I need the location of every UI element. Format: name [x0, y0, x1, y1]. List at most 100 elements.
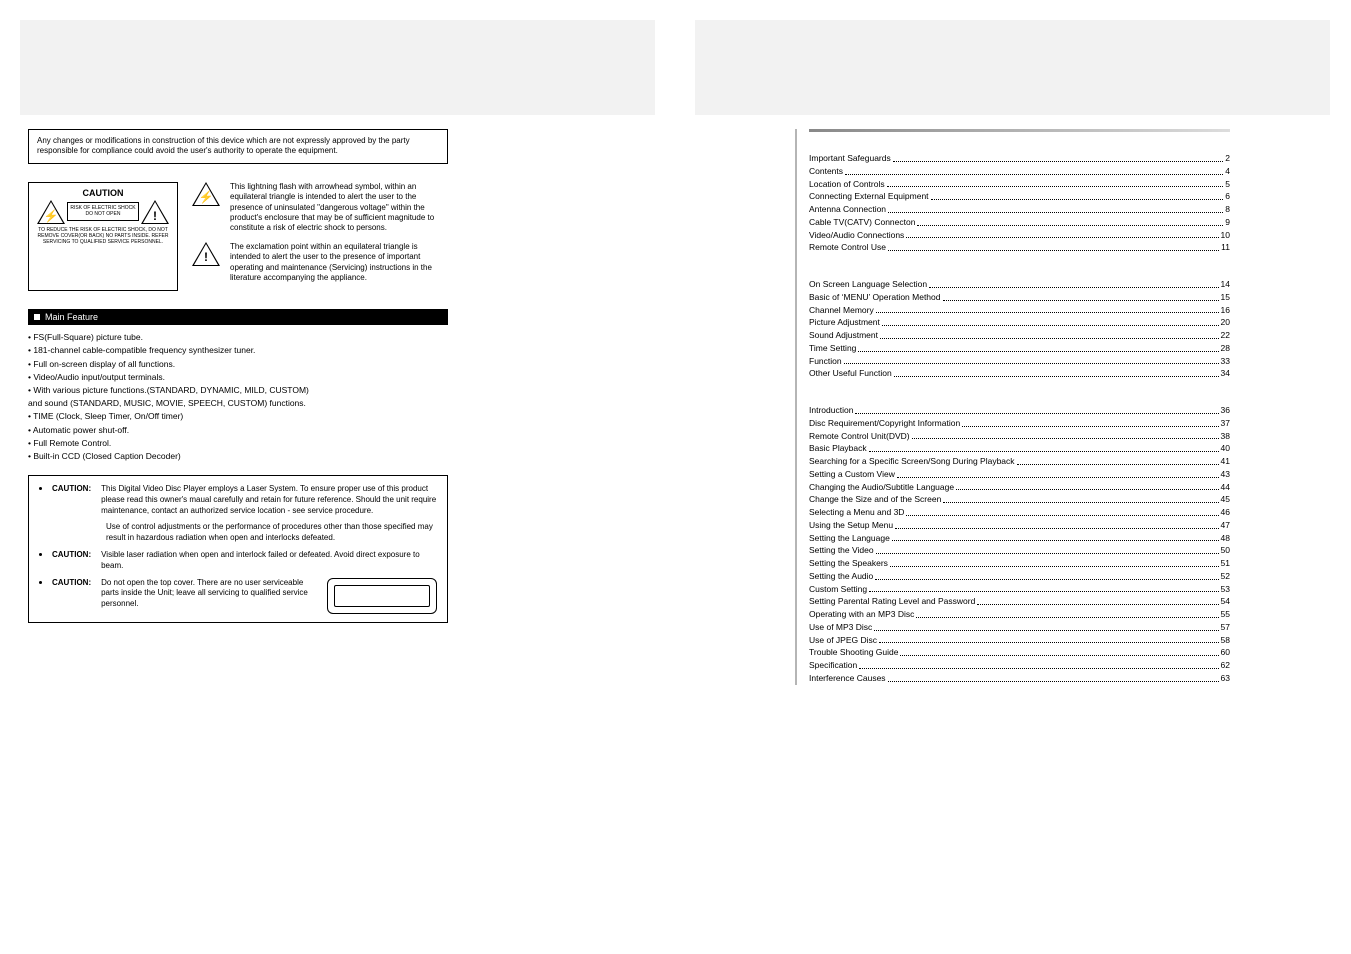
toc-dots: [895, 519, 1218, 529]
toc-label: Setting the Audio: [809, 570, 873, 583]
list-item: and sound (STANDARD, MUSIC, MOVIE, SPEEC…: [28, 397, 448, 410]
toc-label: Antenna Connection: [809, 203, 886, 216]
toc-dots: [888, 241, 1219, 251]
header-bar-right: [695, 20, 1330, 115]
caution-label: CAUTION:: [52, 550, 91, 572]
toc-label: Setting Parental Rating Level and Passwo…: [809, 595, 975, 608]
toc-label: Interference Causes: [809, 672, 886, 685]
toc-line: Use of MP3 Disc 57: [809, 621, 1230, 634]
bullet-icon: [39, 581, 42, 584]
exclaim-desc-row: ! The exclamation point within an equila…: [192, 242, 448, 284]
toc-line: Using the Setup Menu 47: [809, 519, 1230, 532]
toc-line: Contents 4: [809, 165, 1230, 178]
toc-page: 51: [1221, 557, 1230, 570]
toc-dots: [962, 417, 1218, 427]
toc-line: Custom Setting 53: [809, 583, 1230, 596]
toc-dots: [882, 316, 1219, 326]
caution-row: CAUTION: Do not open the top cover. Ther…: [39, 578, 437, 614]
risk-box: RISK OF ELECTRIC SHOCK DO NOT OPEN: [67, 202, 139, 221]
toc-line: Basic of ‘MENU’ Operation Method 15: [809, 291, 1230, 304]
caution-label: CAUTION:: [52, 578, 91, 614]
toc-page: 28: [1221, 342, 1230, 355]
right-page: Basic Operation Important Safeguards 2Co…: [675, 0, 1350, 954]
toc-dots: [900, 646, 1218, 656]
toc-dots: [875, 570, 1218, 580]
caution-label: CAUTION: [34, 188, 172, 198]
toc-page: 41: [1221, 455, 1230, 468]
toc-frame: Basic Operation Important Safeguards 2Co…: [795, 129, 1230, 685]
toc-label: Remote Control Unit(DVD): [809, 430, 910, 443]
toc-page: 60: [1221, 646, 1230, 659]
toc-dots: [892, 532, 1219, 542]
toc-line: Video/Audio Connections 10: [809, 229, 1230, 242]
toc-label: Using the Setup Menu: [809, 519, 893, 532]
toc-line: Changing the Audio/Subtitle Language 44: [809, 481, 1230, 494]
toc-dots: [880, 329, 1219, 339]
exclaim-icon: !: [192, 242, 220, 266]
toc-page: 48: [1221, 532, 1230, 545]
toc-page: 52: [1221, 570, 1230, 583]
right-content: Basic Operation Important Safeguards 2Co…: [795, 129, 1230, 685]
toc-page: 37: [1221, 417, 1230, 430]
toc-label: Use of MP3 Disc: [809, 621, 872, 634]
toc-dots: [956, 481, 1218, 491]
toc-page: 43: [1221, 468, 1230, 481]
caution-row: CAUTION: Visible laser radiation when op…: [39, 550, 437, 572]
toc-line: Searching for a Specific Screen/Song Dur…: [809, 455, 1230, 468]
toc-page: 44: [1221, 481, 1230, 494]
toc-label: Important Safeguards: [809, 152, 891, 165]
toc-label: Contents: [809, 165, 843, 178]
toc-dots: [845, 165, 1223, 175]
toc-dots: [931, 190, 1224, 200]
toc-page: 58: [1221, 634, 1230, 647]
toc-page: 5: [1225, 178, 1230, 191]
toc-dots: [869, 583, 1218, 593]
list-item: • With various picture functions.(STANDA…: [28, 384, 448, 397]
toc-line: Function 33: [809, 355, 1230, 368]
toc-dots: [912, 430, 1219, 440]
toc-line: Connecting External Equipment 6: [809, 190, 1230, 203]
toc-label: Use of JPEG Disc: [809, 634, 877, 647]
toc-page: 62: [1221, 659, 1230, 672]
toc-label: Function: [809, 355, 842, 368]
toc-dots: [874, 621, 1218, 631]
caution-text-a: This Digital Video Disc Player employs a…: [101, 484, 437, 516]
toc-line: Channel Memory 16: [809, 304, 1230, 317]
caution-icon-row: ⚡ RISK OF ELECTRIC SHOCK DO NOT OPEN !: [34, 200, 172, 224]
toc-label: Operating with an MP3 Disc: [809, 608, 914, 621]
feature-title-bar: Main Feature: [28, 309, 448, 325]
toc-dots: [888, 203, 1223, 213]
toc-page: 55: [1221, 608, 1230, 621]
toc-label: Connecting External Equipment: [809, 190, 929, 203]
warning-desc-column: ⚡ This lightning flash with arrowhead sy…: [192, 182, 448, 292]
list-item: • Full on-screen display of all function…: [28, 358, 448, 371]
list-item: • Built-in CCD (Closed Caption Decoder): [28, 450, 448, 463]
feature-title: Main Feature: [45, 312, 98, 322]
toc-label: Other Useful Function: [809, 367, 892, 380]
toc-label: Remote Control Use: [809, 241, 886, 254]
caution-text-b: Use of control adjustments or the perfor…: [106, 522, 437, 544]
toc-label: Picture Adjustment: [809, 316, 880, 329]
toc-page: 6: [1225, 190, 1230, 203]
toc-line: Location of Controls 5: [809, 178, 1230, 191]
toc-line: Setting the Speakers 51: [809, 557, 1230, 570]
toc-line: Operating with an MP3 Disc 55: [809, 608, 1230, 621]
toc-line: On Screen Language Selection 14: [809, 278, 1230, 291]
lightning-desc-row: ⚡ This lightning flash with arrowhead sy…: [192, 182, 448, 234]
toc-label: Trouble Shooting Guide: [809, 646, 898, 659]
caution-row: CAUTION: This Digital Video Disc Player …: [39, 484, 437, 516]
toc-dots: [858, 342, 1218, 352]
toc-line: Specification 62: [809, 659, 1230, 672]
toc-line: Disc Requirement/Copyright Information 3…: [809, 417, 1230, 430]
toc-dots: [897, 468, 1219, 478]
list-item: • Video/Audio input/output terminals.: [28, 371, 448, 384]
caution-box: CAUTION: This Digital Video Disc Player …: [28, 475, 448, 623]
exclaim-icon: !: [141, 200, 169, 224]
toc-label: Selecting a Menu and 3D: [809, 506, 904, 519]
toc-page: 63: [1221, 672, 1230, 685]
toc-page: 45: [1221, 493, 1230, 506]
toc-label: Time Setting: [809, 342, 856, 355]
toc-dots: [859, 659, 1218, 669]
toc-line: Antenna Connection 8: [809, 203, 1230, 216]
toc-label: Channel Memory: [809, 304, 874, 317]
